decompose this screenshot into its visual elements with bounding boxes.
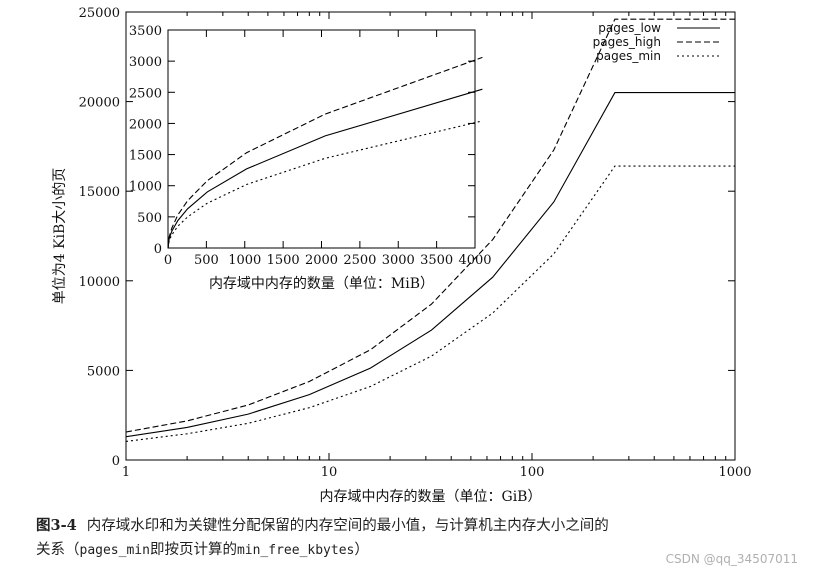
inset-series-pages-min [167, 120, 483, 249]
main-y-tick-label: 10000 [79, 275, 120, 290]
inset-y-tick-label: 3000 [129, 55, 162, 70]
inset-x-tick-label: 2500 [343, 253, 376, 268]
inset-x-tick-label: 0 [164, 253, 172, 268]
caption-code-min-free-kbytes: min_free_kbytes [236, 543, 355, 558]
inset-y-tick-label: 1500 [129, 149, 162, 164]
main-y-tick-label: 20000 [79, 96, 120, 111]
main-series-pages-high [125, 18, 735, 433]
watermark: CSDN @qq_34507011 [665, 552, 798, 566]
main-y-tick-label: 0 [112, 454, 120, 469]
main-series-pages-min [125, 165, 735, 442]
main-series-pages-low [125, 92, 735, 438]
inset-y-tick-label: 500 [137, 211, 162, 226]
inset-x-tick-label: 3500 [420, 253, 453, 268]
inset-x-tick-label: 1500 [267, 253, 300, 268]
main-x-tick-label: 1000 [718, 465, 751, 480]
inset-y-tick-label: 0 [154, 242, 162, 257]
caption-line-2c: ） [354, 542, 369, 558]
main-y-tick-label: 15000 [79, 185, 120, 200]
main-x-axis-label: 内存域中内存的数量（单位：GiB） [320, 489, 542, 505]
inset-y-tick-label: 1000 [129, 180, 162, 195]
inset-x-tick-label: 2000 [305, 253, 338, 268]
legend-label-pages-min: pages_min [596, 49, 661, 63]
caption-line-2b: 即按页计算的 [149, 542, 237, 558]
main-x-tick-label: 10 [321, 465, 338, 480]
main-y-tick-label: 5000 [87, 364, 120, 379]
inset-plot-background [168, 30, 475, 248]
legend-label-pages-low: pages_low [598, 21, 661, 35]
main-y-axis-label: 单位为4 KiB大小的页 [52, 168, 68, 305]
caption-line-2a: 关系（ [36, 542, 80, 558]
main-x-tick-label: 100 [520, 465, 545, 480]
inset-y-tick-label: 2500 [129, 86, 162, 101]
chart: 1 10 100 10000500010000150002000025000内存域中内… [52, 6, 752, 505]
inset-x-tick-label: 1000 [228, 253, 261, 268]
inset-x-tick-label: 500 [194, 253, 219, 268]
inset-y-tick-label: 3500 [129, 24, 162, 39]
main-plot-frame [125, 11, 736, 461]
inset-series-pages-low [167, 88, 483, 249]
figure-caption: 图3-4 内存域水印和为关键性分配保留的内存空间的最小值，与计算机主内存大小之间的… [36, 514, 776, 563]
inset-x-axis-label: 内存域中内存的数量（单位：MiB） [209, 276, 434, 292]
caption-code-pages-min: pages_min [79, 543, 150, 558]
main-y-tick-label: 25000 [79, 6, 120, 21]
inset-series-pages-high [167, 56, 483, 249]
caption-label: 图3-4 [36, 517, 77, 534]
main-x-tick-label: 1 [122, 465, 130, 480]
legend-label-pages-high: pages_high [593, 35, 661, 49]
inset-x-tick-label: 3000 [382, 253, 415, 268]
inset-y-tick-label: 2000 [129, 117, 162, 132]
caption-line-1: 内存域水印和为关键性分配保留的内存空间的最小值，与计算机主内存大小之间的 [86, 518, 609, 534]
inset-x-tick-label: 4000 [458, 253, 491, 268]
